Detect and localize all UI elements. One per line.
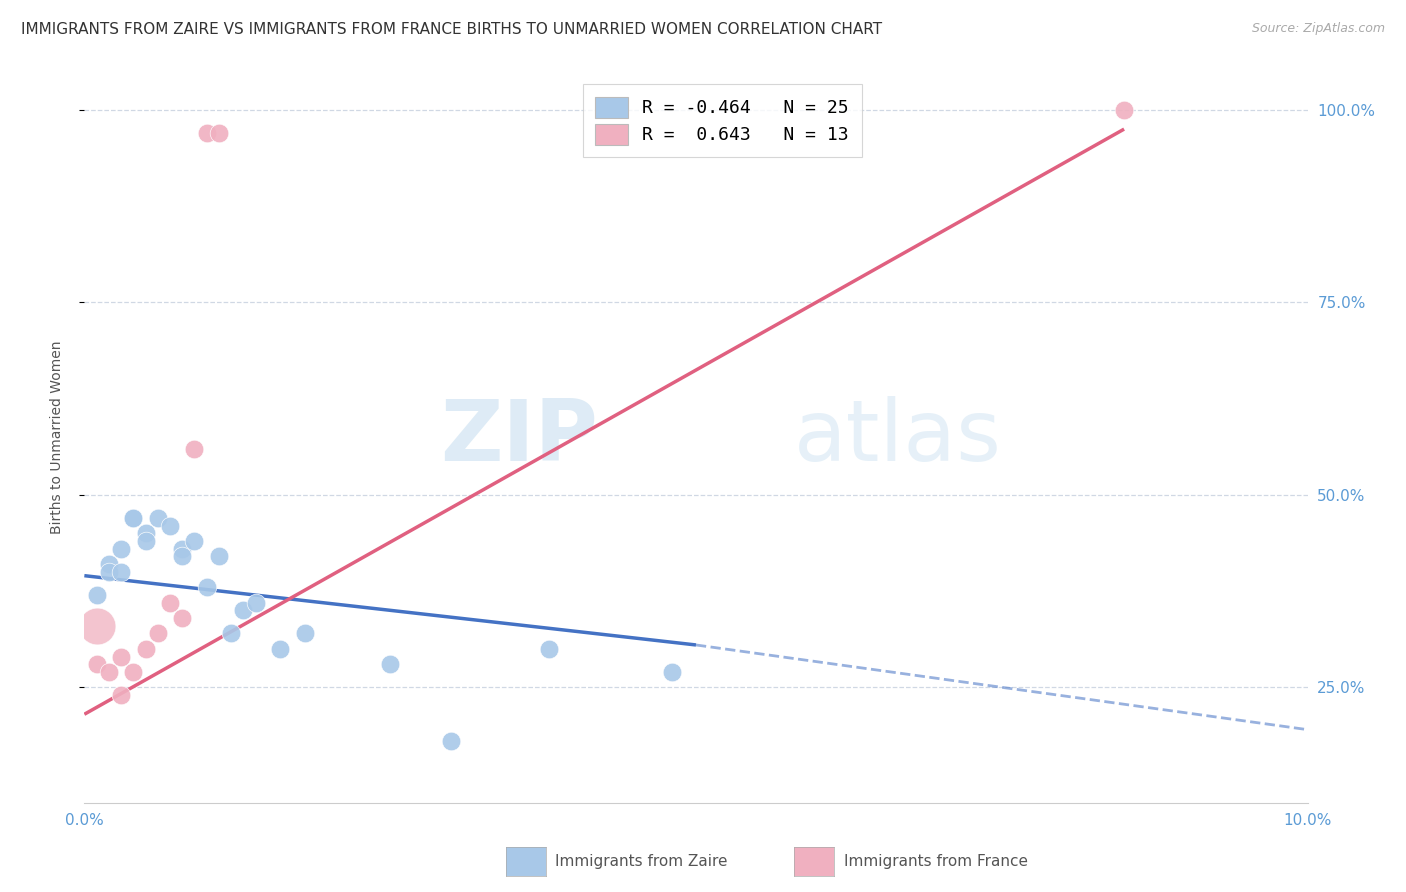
- Point: [172, 541, 194, 556]
- Point: [122, 511, 145, 525]
- Point: [110, 541, 132, 556]
- Point: [86, 618, 108, 632]
- Point: [172, 549, 194, 564]
- Point: [110, 688, 132, 702]
- Y-axis label: Births to Unmarried Women: Births to Unmarried Women: [49, 341, 63, 533]
- Text: Immigrants from Zaire: Immigrants from Zaire: [555, 855, 728, 869]
- Point: [661, 665, 683, 679]
- Point: [122, 665, 145, 679]
- Point: [269, 641, 291, 656]
- Point: [245, 596, 267, 610]
- Point: [146, 511, 169, 525]
- Point: [97, 565, 120, 579]
- Point: [195, 580, 218, 594]
- Point: [183, 442, 205, 456]
- Point: [86, 657, 108, 672]
- Point: [294, 626, 316, 640]
- Point: [110, 649, 132, 664]
- Point: [159, 518, 181, 533]
- Point: [219, 626, 242, 640]
- Point: [208, 549, 231, 564]
- Text: atlas: atlas: [794, 395, 1002, 479]
- Text: IMMIGRANTS FROM ZAIRE VS IMMIGRANTS FROM FRANCE BIRTHS TO UNMARRIED WOMEN CORREL: IMMIGRANTS FROM ZAIRE VS IMMIGRANTS FROM…: [21, 22, 882, 37]
- Point: [159, 596, 181, 610]
- Point: [232, 603, 254, 617]
- Point: [172, 611, 194, 625]
- Text: Source: ZipAtlas.com: Source: ZipAtlas.com: [1251, 22, 1385, 36]
- Point: [135, 534, 157, 549]
- Point: [146, 626, 169, 640]
- Point: [538, 641, 561, 656]
- Point: [97, 557, 120, 571]
- Point: [122, 511, 145, 525]
- Text: ZIP: ZIP: [440, 395, 598, 479]
- Point: [97, 665, 120, 679]
- Point: [1114, 103, 1136, 117]
- Text: Immigrants from France: Immigrants from France: [844, 855, 1028, 869]
- Point: [195, 126, 218, 140]
- Point: [86, 588, 108, 602]
- Point: [440, 734, 463, 748]
- Point: [135, 526, 157, 541]
- Point: [380, 657, 402, 672]
- Point: [110, 565, 132, 579]
- Point: [135, 641, 157, 656]
- Point: [183, 534, 205, 549]
- Point: [208, 126, 231, 140]
- Legend: R = -0.464   N = 25, R =  0.643   N = 13: R = -0.464 N = 25, R = 0.643 N = 13: [582, 84, 862, 157]
